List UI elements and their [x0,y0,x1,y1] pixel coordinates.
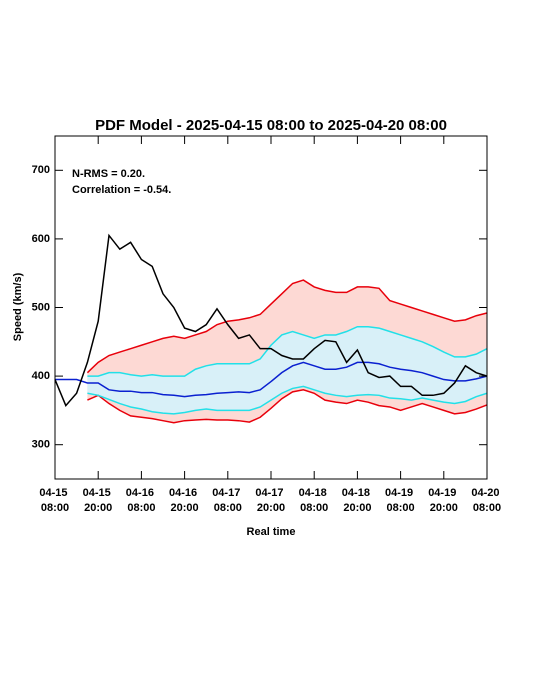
band-fill [87,326,488,414]
y-axis-label: Speed (km/s) [12,272,24,341]
x-tick-label: 04-18 20:00 [342,487,373,514]
y-tick-label: 700 [32,164,50,176]
x-tick-label: 04-15 08:00 [39,487,70,514]
annotation: N-RMS = 0.20. [72,168,145,180]
x-tick-label: 04-16 20:00 [169,487,200,514]
y-tick-label: 600 [32,233,50,245]
x-axis-label: Real time [247,526,296,538]
band-edge [87,325,488,377]
x-tick-label: 04-18 08:00 [299,487,330,514]
band-edge [87,389,488,424]
x-tick-label: 04-20 08:00 [471,487,502,514]
annotation: Correlation = -0.54. [72,184,171,196]
y-tick-label: 300 [32,439,50,451]
x-tick-label: 04-17 08:00 [212,487,243,514]
y-tick-label: 400 [32,370,50,382]
x-tick-label: 04-16 08:00 [126,487,157,514]
line [55,361,488,398]
x-tick-label: 04-17 20:00 [255,487,286,514]
x-tick-label: 04-19 20:00 [428,487,459,514]
band-edge [86,279,488,374]
x-tick-label: 04-19 08:00 [385,487,416,514]
line [54,233,488,408]
y-tick-label: 500 [32,301,50,313]
x-tick-label: 04-15 20:00 [83,487,114,514]
chart-title: PDF Model - 2025-04-15 08:00 to 2025-04-… [95,117,447,134]
band-edge [87,385,488,415]
